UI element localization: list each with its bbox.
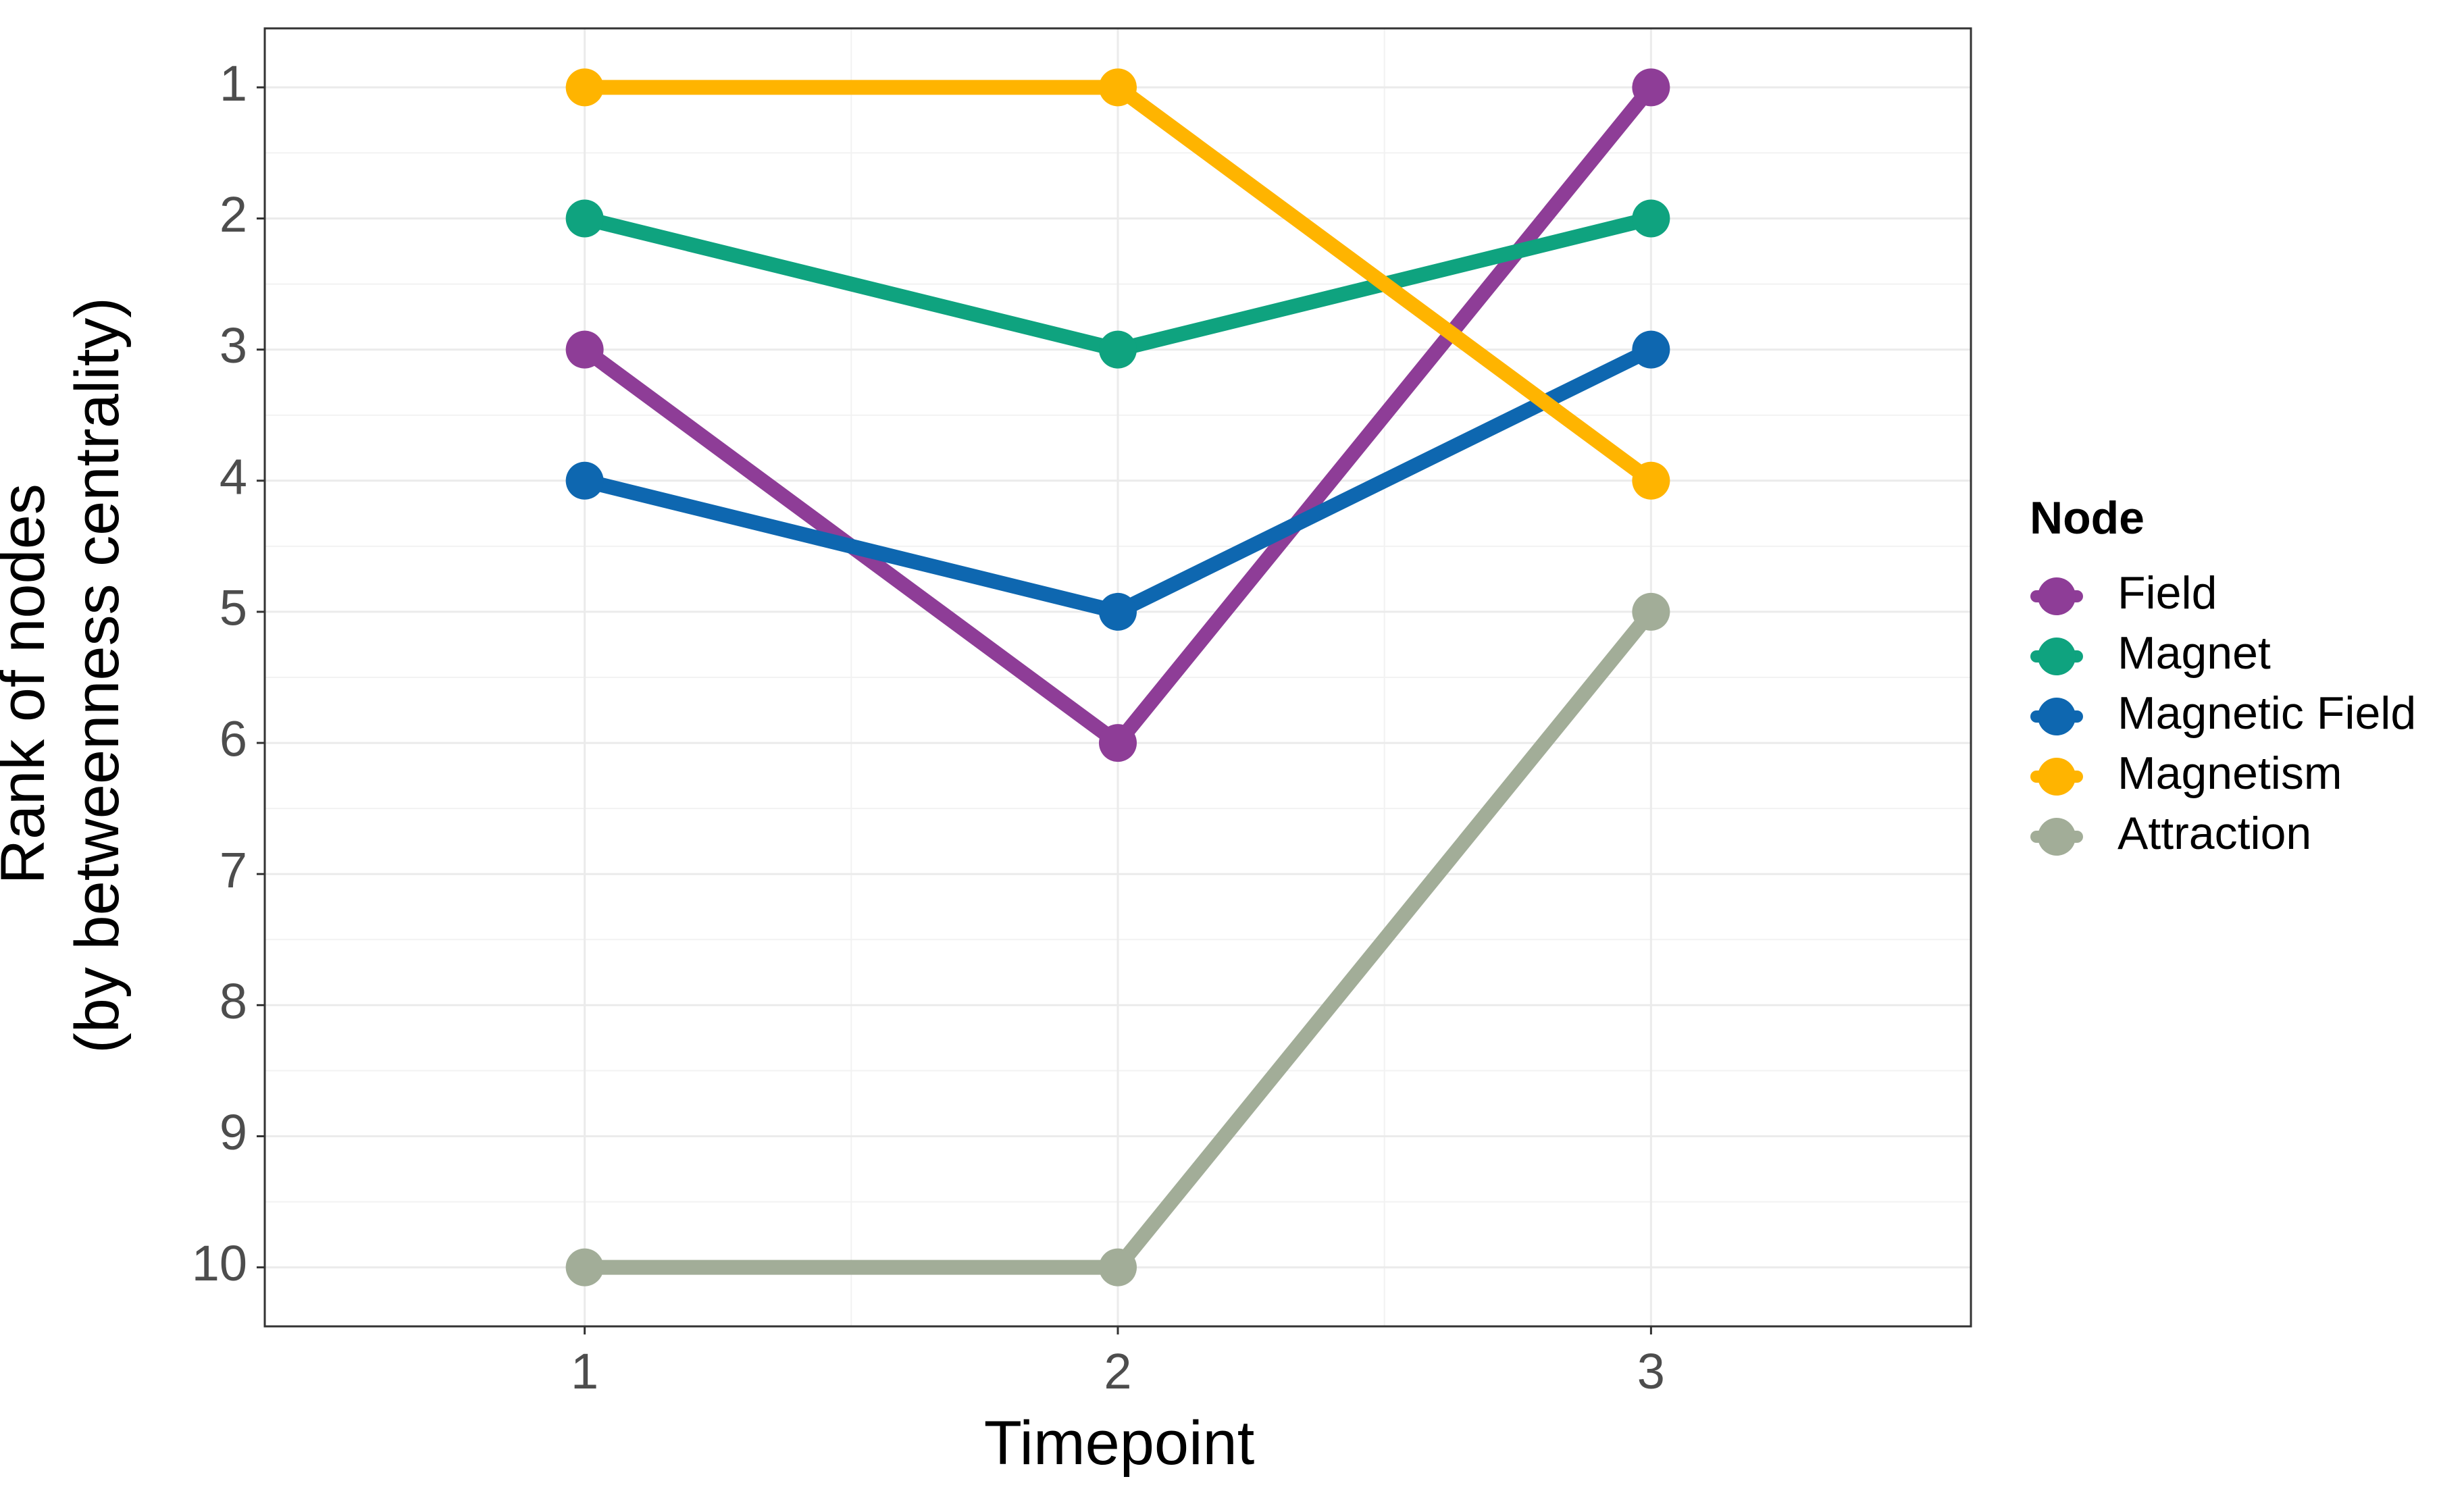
legend-item-magnetism: Magnetism (2030, 748, 2342, 799)
x-tick-label: 2 (1104, 1343, 1131, 1399)
legend-item-attraction: Attraction (2030, 808, 2311, 859)
axes: 1 2 3 1 2 3 4 5 6 7 8 9 10 Timepoint Rank of nodes … (0, 55, 1665, 1478)
y-axis-label: Rank of nodes (by betweenness centrality… (0, 297, 132, 1054)
legend-label-attraction: Attraction (2118, 808, 2311, 859)
x-axis-label: Timepoint (984, 1409, 1255, 1478)
data-point-magnet (1632, 199, 1670, 238)
legend-marker-magnetism (2038, 758, 2076, 796)
data-point-magnet (1099, 330, 1137, 369)
y-axis-ticks: 1 2 3 4 5 6 7 8 9 10 (192, 55, 265, 1291)
legend: Node Field Magnet Magnetic Field Magnetism A… (2030, 492, 2416, 859)
legend-label-magnetism: Magnetism (2118, 748, 2342, 799)
data-point-field (1632, 68, 1670, 107)
data-point-magnetism (1632, 461, 1670, 500)
legend-item-magnetic-field: Magnetic Field (2030, 687, 2416, 739)
plot-area (263, 27, 1972, 1328)
data-point-magnet (565, 199, 604, 238)
data-point-attraction (1632, 592, 1670, 631)
x-tick-label: 1 (571, 1343, 598, 1399)
data-point-attraction (565, 1248, 604, 1287)
legend-marker-magnet (2038, 638, 2076, 675)
data-point-magnetism (565, 68, 604, 107)
legend-marker-field (2038, 577, 2076, 615)
legend-item-field: Field (2030, 567, 2217, 619)
data-point-attraction (1099, 1248, 1137, 1287)
x-axis-ticks: 1 2 3 (571, 1326, 1665, 1399)
legend-items: Field Magnet Magnetic Field Magnetism Attrac… (2030, 567, 2416, 859)
y-tick-label: 3 (220, 317, 247, 373)
data-point-magnetic-field (1099, 592, 1137, 631)
data-point-field (1099, 724, 1137, 762)
data-point-magnetism (1099, 68, 1137, 107)
legend-label-magnetic-field: Magnetic Field (2118, 687, 2416, 739)
series-points (565, 68, 1670, 1287)
legend-marker-attraction (2038, 818, 2076, 856)
data-point-magnetic-field (1632, 330, 1670, 369)
legend-label-field: Field (2118, 567, 2217, 619)
y-tick-label: 5 (220, 579, 247, 635)
x-tick-label: 3 (1637, 1343, 1665, 1399)
y-tick-label: 2 (220, 186, 247, 242)
legend-label-magnet: Magnet (2118, 627, 2271, 679)
legend-item-magnet: Magnet (2030, 627, 2271, 679)
y-tick-label: 1 (220, 55, 247, 111)
y-tick-label: 6 (220, 711, 247, 767)
legend-marker-magnetic-field (2038, 698, 2076, 735)
legend-title: Node (2030, 492, 2145, 544)
y-axis-label-line-1: Rank of nodes (0, 484, 57, 884)
y-tick-label: 7 (220, 842, 247, 898)
y-tick-label: 8 (220, 973, 247, 1029)
data-point-field (565, 330, 604, 369)
y-axis-label-line-2: (by betweenness centrality) (63, 297, 132, 1054)
y-tick-label: 4 (220, 448, 247, 504)
data-point-magnetic-field (565, 461, 604, 500)
y-tick-label: 10 (192, 1235, 247, 1291)
y-tick-label: 9 (220, 1104, 247, 1160)
